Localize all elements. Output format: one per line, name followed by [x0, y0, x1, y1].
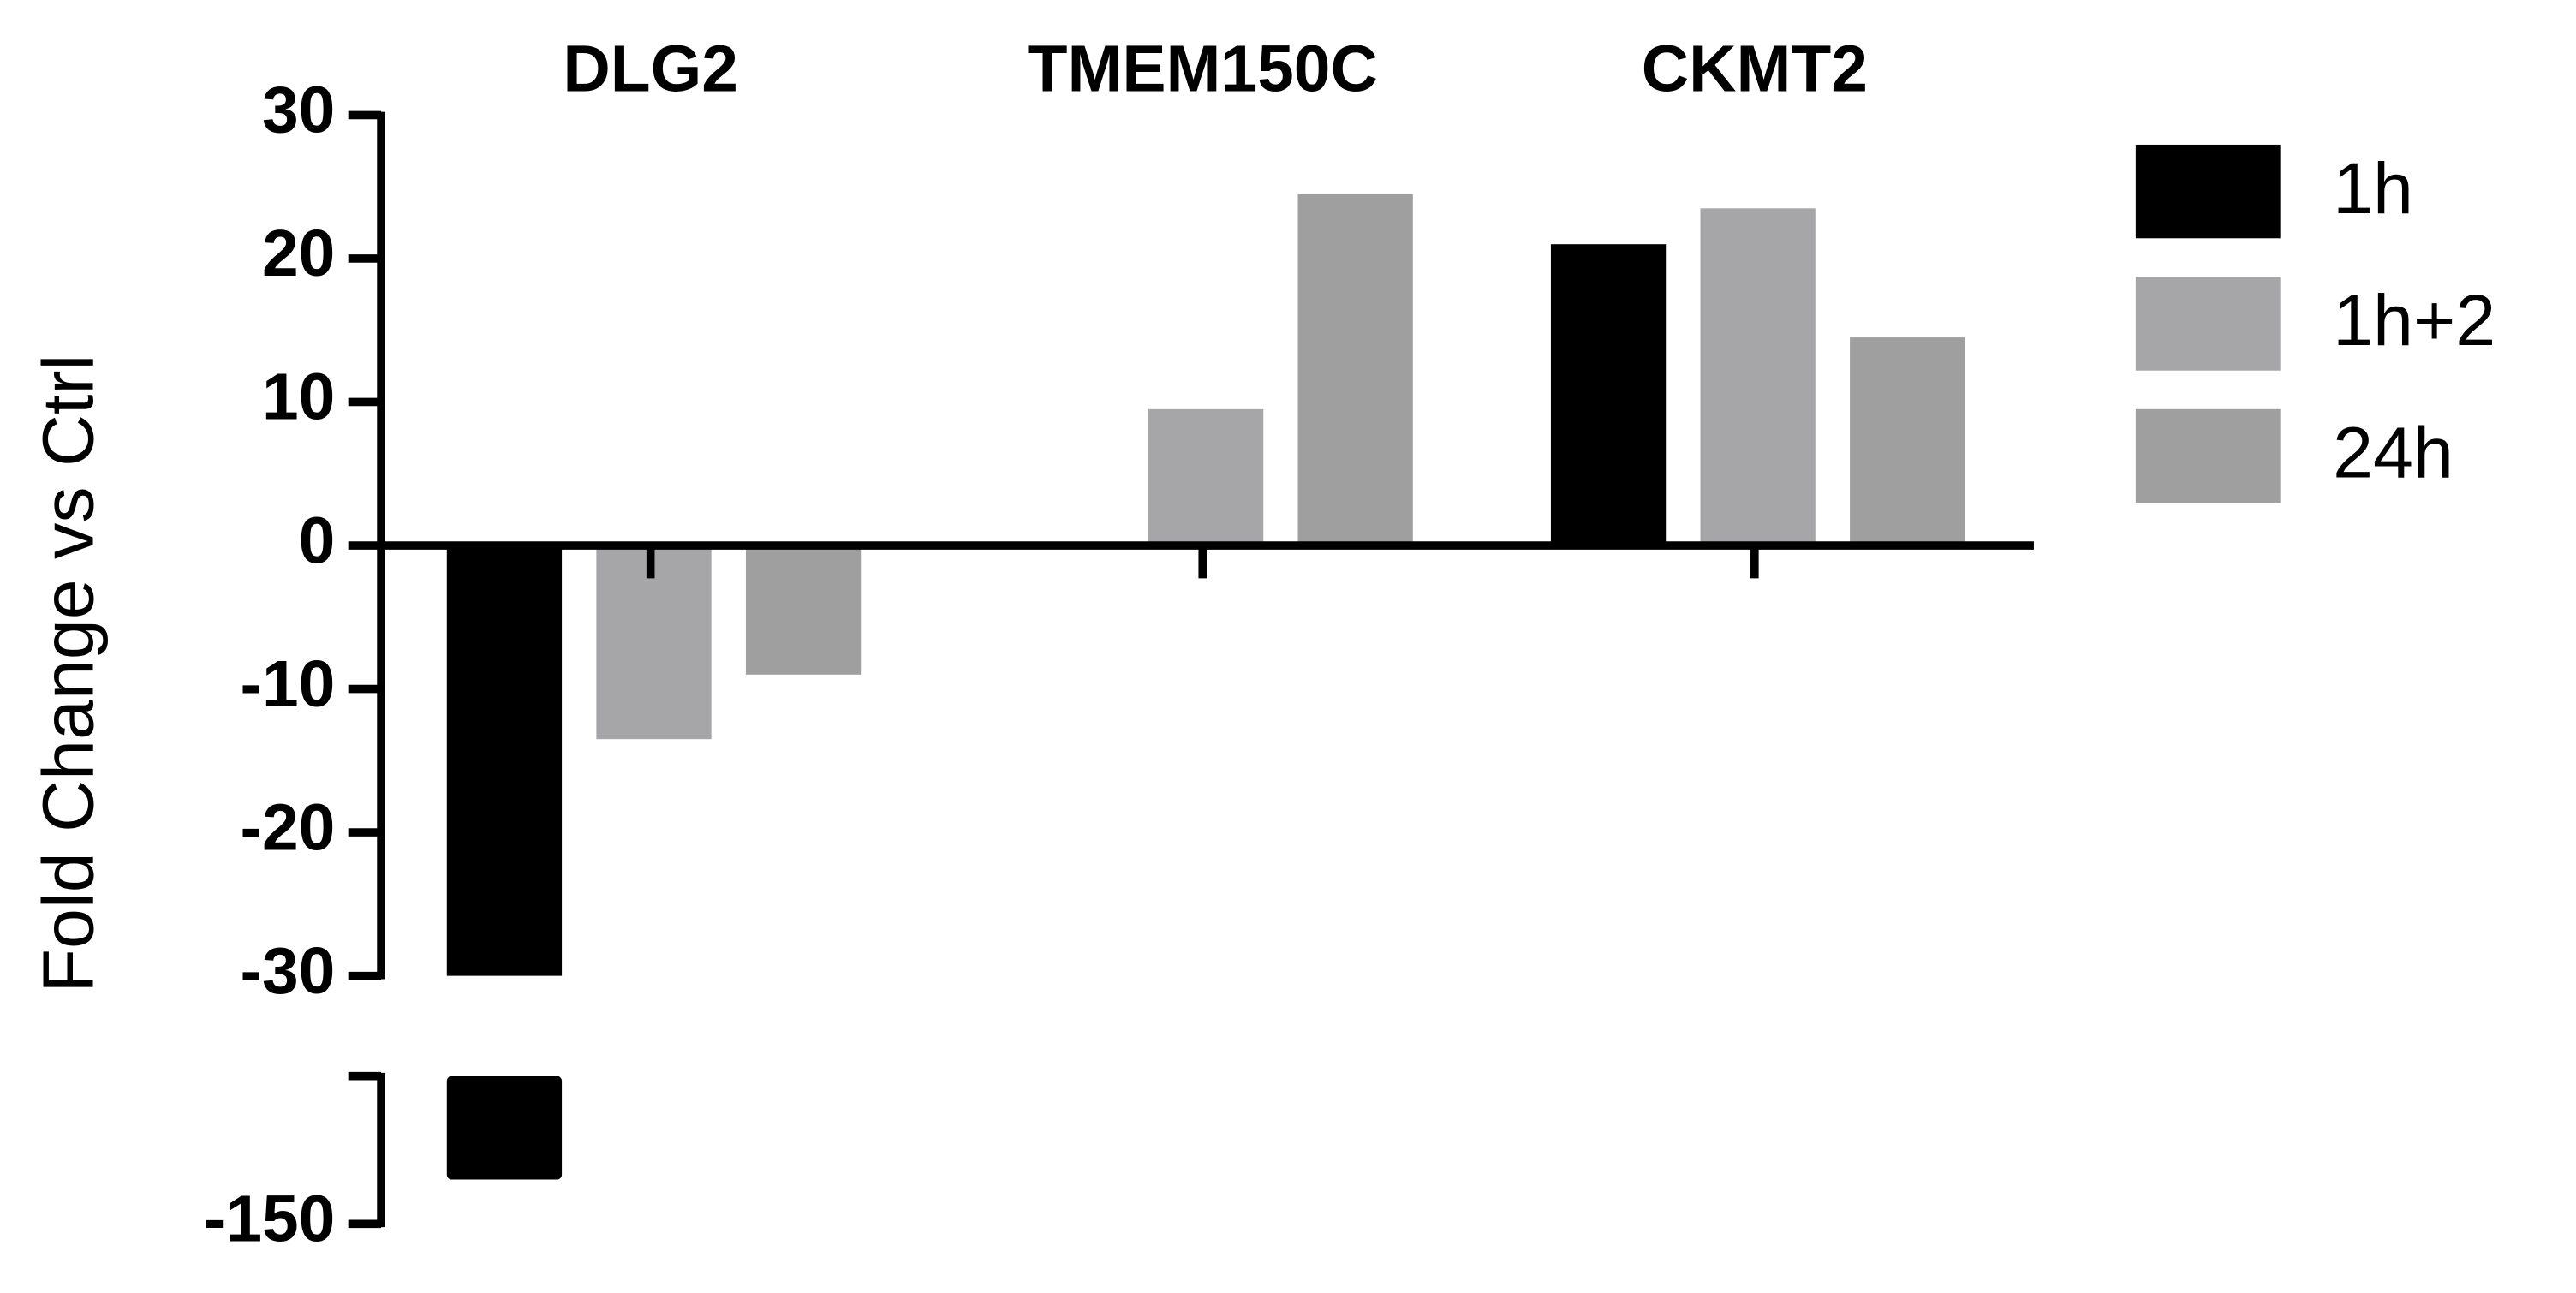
y-tick-label: 0: [299, 504, 336, 577]
y-axis-label: Fold Change vs Ctrl: [28, 355, 109, 993]
bar: [1148, 408, 1264, 546]
bar: [745, 545, 862, 675]
legend-label: 1h+2: [2333, 280, 2496, 360]
y-tick-label: -10: [240, 648, 335, 721]
y-tick-label: 30: [262, 74, 335, 147]
bar-lower: [446, 1076, 563, 1180]
bar: [446, 545, 563, 976]
y-tick-label: 20: [262, 217, 335, 290]
bar: [1297, 194, 1413, 546]
category-label: DLG2: [563, 33, 738, 106]
y-tick-label: -30: [240, 935, 335, 1008]
legend-label: 24h: [2333, 413, 2454, 493]
legend-swatch: [2135, 408, 2281, 503]
y-tick-label: -150: [204, 1183, 336, 1256]
category-label: TMEM150C: [1028, 33, 1378, 106]
legend-swatch: [2135, 277, 2281, 371]
y-tick-label: -20: [240, 791, 335, 864]
category-label: CKMT2: [1642, 33, 1868, 106]
bar: [1550, 244, 1667, 546]
y-tick-label: 10: [262, 361, 335, 434]
bar: [1700, 208, 1816, 546]
legend-swatch: [2135, 144, 2281, 239]
bar: [1850, 337, 1965, 546]
legend-label: 1h: [2333, 148, 2413, 229]
